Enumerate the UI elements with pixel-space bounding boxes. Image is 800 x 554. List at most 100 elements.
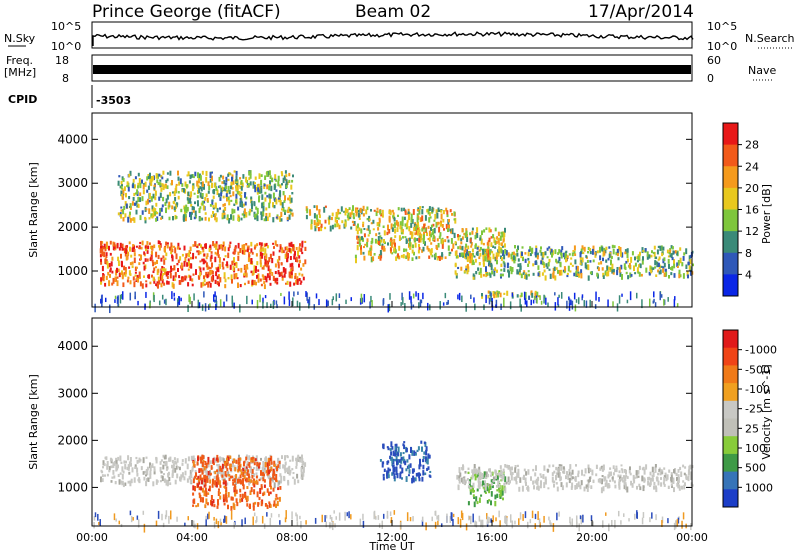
data-cell — [357, 209, 360, 213]
data-cell — [198, 243, 201, 246]
data-cell — [244, 517, 246, 525]
data-cell — [568, 477, 571, 484]
data-cell — [194, 256, 197, 259]
data-cell — [355, 225, 358, 231]
data-cell — [464, 479, 467, 484]
data-cell — [259, 249, 262, 252]
data-cell — [266, 216, 269, 222]
data-cell — [120, 272, 123, 275]
data-cell — [233, 458, 236, 464]
data-cell — [481, 293, 483, 297]
data-cell — [316, 205, 318, 211]
data-cell — [508, 465, 510, 468]
data-cell — [172, 467, 175, 474]
data-cell — [203, 253, 206, 257]
data-cell — [418, 235, 421, 239]
data-cell — [490, 479, 493, 483]
data-cell — [434, 252, 437, 258]
data-cell — [579, 257, 582, 263]
data-cell — [253, 201, 256, 205]
data-cell — [241, 182, 244, 188]
data-cell — [238, 191, 241, 196]
data-cell — [278, 255, 281, 261]
data-cell — [682, 273, 685, 279]
data-cell — [109, 269, 112, 273]
data-cell — [613, 480, 616, 484]
data-cell — [225, 486, 228, 492]
data-cell — [602, 272, 605, 277]
data-cell — [355, 211, 358, 216]
colorbar-swatch — [723, 436, 738, 455]
data-cell — [230, 274, 233, 281]
data-cell — [509, 301, 512, 310]
data-cell — [467, 245, 470, 250]
data-cell — [673, 263, 676, 269]
data-cell — [205, 243, 207, 249]
data-cell — [167, 281, 170, 285]
data-cell — [233, 170, 236, 173]
data-cell — [196, 195, 199, 199]
data-cell — [193, 498, 196, 504]
data-cell — [197, 250, 200, 256]
data-cell — [679, 247, 682, 251]
data-cell — [205, 177, 208, 183]
data-cell — [536, 252, 539, 258]
data-cell — [289, 459, 292, 462]
data-cell — [255, 206, 258, 210]
data-cell — [366, 228, 369, 231]
data-cell — [454, 217, 457, 224]
data-cell — [261, 249, 264, 252]
data-cell — [408, 237, 411, 242]
data-cell — [503, 268, 506, 272]
data-cell — [672, 250, 675, 255]
data-cell — [630, 480, 633, 486]
data-cell — [218, 282, 220, 287]
data-cell — [291, 192, 294, 195]
data-cell — [375, 516, 377, 520]
data-cell — [215, 243, 218, 249]
data-cell — [252, 502, 255, 508]
data-cell — [235, 273, 238, 278]
colorbar-tick-label: 12 — [745, 225, 759, 238]
data-cell — [138, 477, 141, 483]
data-cell — [471, 487, 474, 491]
data-cell — [605, 512, 607, 516]
data-cell — [273, 198, 276, 201]
data-cell — [169, 482, 172, 486]
data-cell — [265, 242, 268, 246]
data-cell — [624, 482, 627, 486]
data-cell — [344, 511, 346, 521]
data-cell — [233, 484, 236, 491]
data-cell — [171, 205, 174, 210]
data-cell — [172, 216, 174, 221]
data-cell — [656, 249, 659, 255]
data-cell — [222, 203, 225, 207]
data-cell — [485, 227, 488, 231]
data-cell — [670, 477, 673, 481]
data-cell — [281, 202, 284, 208]
data-cell — [237, 206, 240, 211]
data-cell — [273, 482, 276, 489]
data-cell — [152, 270, 155, 274]
data-cell — [236, 465, 239, 471]
data-cell — [435, 221, 438, 228]
data-cell — [411, 218, 414, 224]
data-cell — [633, 265, 635, 272]
data-cell — [100, 295, 103, 304]
data-cell — [275, 300, 278, 305]
data-cell — [184, 206, 186, 212]
data-cell — [379, 459, 382, 462]
data-cell — [470, 476, 473, 480]
data-cell — [165, 298, 167, 306]
data-cell — [114, 276, 117, 283]
data-cell — [440, 523, 443, 528]
data-cell — [161, 266, 164, 269]
data-cell — [534, 472, 537, 477]
data-cell — [260, 500, 263, 507]
data-cell — [306, 208, 309, 214]
data-cell — [285, 179, 288, 186]
data-cell — [218, 193, 221, 198]
data-cell — [201, 478, 204, 482]
data-cell — [259, 278, 262, 282]
data-cell — [451, 213, 453, 216]
